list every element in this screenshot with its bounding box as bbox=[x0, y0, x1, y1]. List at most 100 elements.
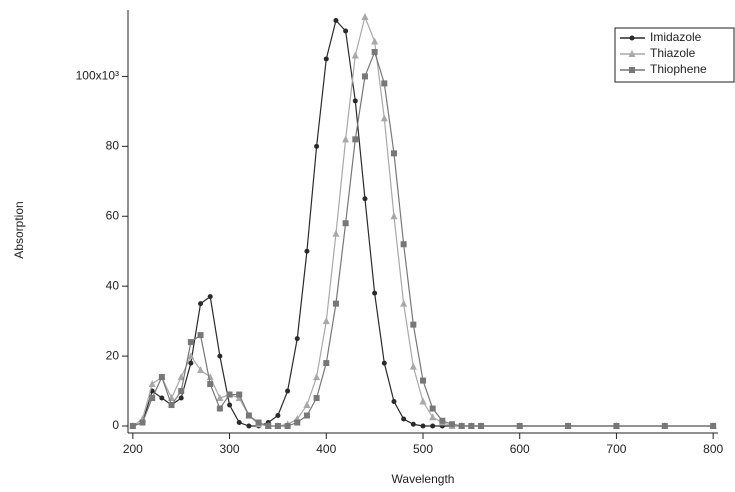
marker bbox=[206, 373, 214, 381]
marker bbox=[216, 394, 224, 402]
marker bbox=[168, 402, 175, 409]
marker bbox=[245, 412, 252, 419]
marker bbox=[468, 423, 475, 430]
legend-label: Imidazole bbox=[650, 30, 702, 44]
marker bbox=[613, 423, 620, 430]
marker bbox=[217, 353, 223, 359]
marker bbox=[333, 17, 339, 23]
marker bbox=[198, 301, 204, 307]
marker bbox=[381, 80, 388, 87]
marker bbox=[236, 420, 242, 426]
marker bbox=[129, 423, 136, 430]
marker bbox=[246, 423, 252, 429]
marker bbox=[332, 229, 340, 237]
series bbox=[129, 48, 717, 430]
marker bbox=[400, 241, 407, 248]
marker bbox=[227, 402, 233, 408]
marker bbox=[342, 135, 350, 143]
marker bbox=[177, 373, 185, 381]
marker bbox=[710, 423, 717, 430]
marker bbox=[409, 362, 417, 370]
marker bbox=[410, 321, 417, 328]
marker bbox=[429, 413, 437, 421]
marker bbox=[343, 28, 349, 34]
marker bbox=[158, 374, 165, 381]
marker bbox=[255, 419, 262, 426]
x-tick-label: 800 bbox=[703, 442, 723, 456]
x-axis-label: Wavelength bbox=[392, 472, 455, 486]
marker bbox=[390, 212, 398, 220]
marker bbox=[429, 405, 436, 412]
y-tick-label: 100x10³ bbox=[76, 69, 119, 83]
marker bbox=[226, 391, 233, 398]
marker bbox=[178, 388, 185, 395]
marker bbox=[207, 294, 213, 300]
marker bbox=[285, 388, 291, 394]
marker bbox=[401, 416, 407, 422]
marker bbox=[207, 381, 214, 388]
marker bbox=[188, 360, 194, 366]
marker bbox=[420, 423, 426, 429]
marker bbox=[332, 300, 339, 307]
marker bbox=[284, 423, 291, 430]
marker bbox=[148, 380, 156, 388]
marker bbox=[236, 391, 243, 398]
x-tick-label: 300 bbox=[220, 442, 240, 456]
marker bbox=[420, 377, 426, 384]
marker bbox=[304, 248, 310, 254]
marker bbox=[565, 423, 572, 430]
marker bbox=[629, 35, 635, 41]
marker bbox=[352, 136, 359, 143]
marker bbox=[628, 50, 636, 57]
x-tick-label: 600 bbox=[510, 442, 530, 456]
marker bbox=[265, 423, 272, 430]
y-tick-label: 0 bbox=[112, 418, 119, 432]
marker bbox=[139, 419, 146, 426]
marker bbox=[372, 290, 378, 296]
marker bbox=[516, 423, 523, 430]
marker bbox=[371, 37, 379, 45]
marker bbox=[371, 48, 378, 55]
marker bbox=[400, 299, 408, 307]
marker bbox=[313, 373, 321, 381]
x-tick-label: 500 bbox=[413, 442, 433, 456]
marker bbox=[352, 98, 358, 104]
marker bbox=[419, 397, 427, 405]
y-tick-label: 80 bbox=[106, 139, 120, 153]
marker bbox=[410, 421, 416, 427]
series-line bbox=[132, 50, 714, 427]
marker bbox=[478, 423, 485, 430]
marker bbox=[303, 412, 310, 419]
marker bbox=[351, 51, 359, 59]
marker bbox=[275, 413, 281, 419]
marker bbox=[197, 366, 205, 374]
marker bbox=[439, 417, 446, 424]
marker bbox=[187, 339, 194, 346]
marker bbox=[313, 395, 320, 402]
marker bbox=[314, 143, 320, 149]
marker bbox=[322, 317, 330, 325]
x-tick-label: 200 bbox=[123, 442, 143, 456]
marker bbox=[149, 395, 156, 402]
marker bbox=[430, 423, 436, 429]
marker bbox=[449, 421, 456, 428]
y-tick-label: 20 bbox=[106, 348, 120, 362]
x-tick-label: 400 bbox=[316, 442, 336, 456]
marker bbox=[661, 423, 668, 430]
marker bbox=[390, 150, 397, 157]
marker bbox=[197, 332, 204, 339]
marker bbox=[294, 419, 301, 426]
marker bbox=[187, 352, 195, 360]
y-axis-label: Absorption bbox=[12, 201, 26, 258]
marker bbox=[303, 401, 311, 409]
legend-label: Thiazole bbox=[650, 46, 696, 60]
marker bbox=[361, 12, 369, 20]
marker bbox=[458, 423, 465, 430]
y-tick-label: 60 bbox=[106, 208, 120, 222]
marker bbox=[178, 395, 184, 401]
marker bbox=[381, 360, 387, 366]
marker bbox=[323, 56, 329, 62]
legend-label: Thiophene bbox=[650, 62, 707, 76]
marker bbox=[159, 395, 165, 401]
